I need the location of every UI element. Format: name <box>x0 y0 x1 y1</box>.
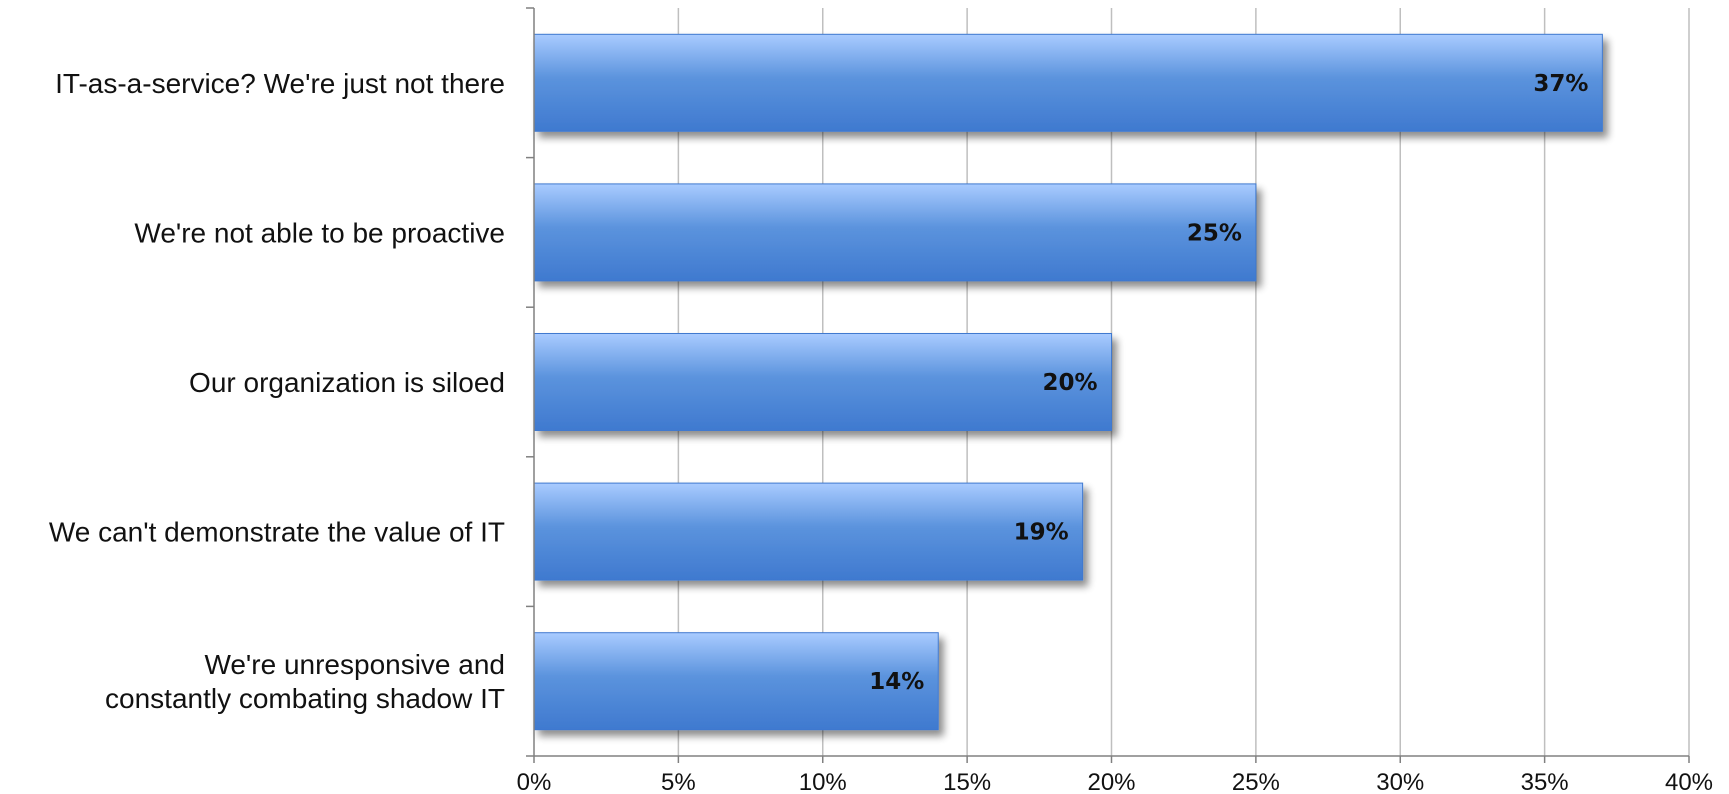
category-label: We're not able to be proactive <box>134 217 505 248</box>
data-label: 25% <box>1187 220 1242 246</box>
labels: 0% 5% 10% 15% 20% 25% 30% 35% 40% 37% IT-as-a-serv… <box>49 68 1713 794</box>
data-label: 14% <box>869 669 924 695</box>
category-label: We can't demonstrate the value of IT <box>49 517 505 548</box>
data-label: 19% <box>1014 520 1069 546</box>
x-tick-label: 5% <box>661 769 696 794</box>
x-tick-label: 15% <box>943 769 991 794</box>
category-label: We're unresponsive and constantly combati… <box>105 649 505 714</box>
x-tick-label: 30% <box>1376 769 1424 794</box>
category-label: IT-as-a-service? We're just not there <box>55 68 505 99</box>
x-tick-label: 40% <box>1665 769 1713 794</box>
bar <box>533 183 1257 282</box>
x-tick-label: 35% <box>1521 769 1569 794</box>
x-tick-label: 20% <box>1087 769 1135 794</box>
x-tick-label: 25% <box>1232 769 1280 794</box>
axes <box>526 7 1690 763</box>
data-label: 37% <box>1533 71 1588 97</box>
bar <box>533 482 1084 581</box>
bar <box>533 632 939 731</box>
bar <box>533 333 1112 431</box>
bars <box>533 33 1603 731</box>
data-label: 20% <box>1042 370 1097 396</box>
x-tick-label: 10% <box>799 769 847 794</box>
x-tick-label: 0% <box>517 769 552 794</box>
bar <box>533 33 1603 132</box>
category-label: Our organization is siloed <box>189 367 505 398</box>
